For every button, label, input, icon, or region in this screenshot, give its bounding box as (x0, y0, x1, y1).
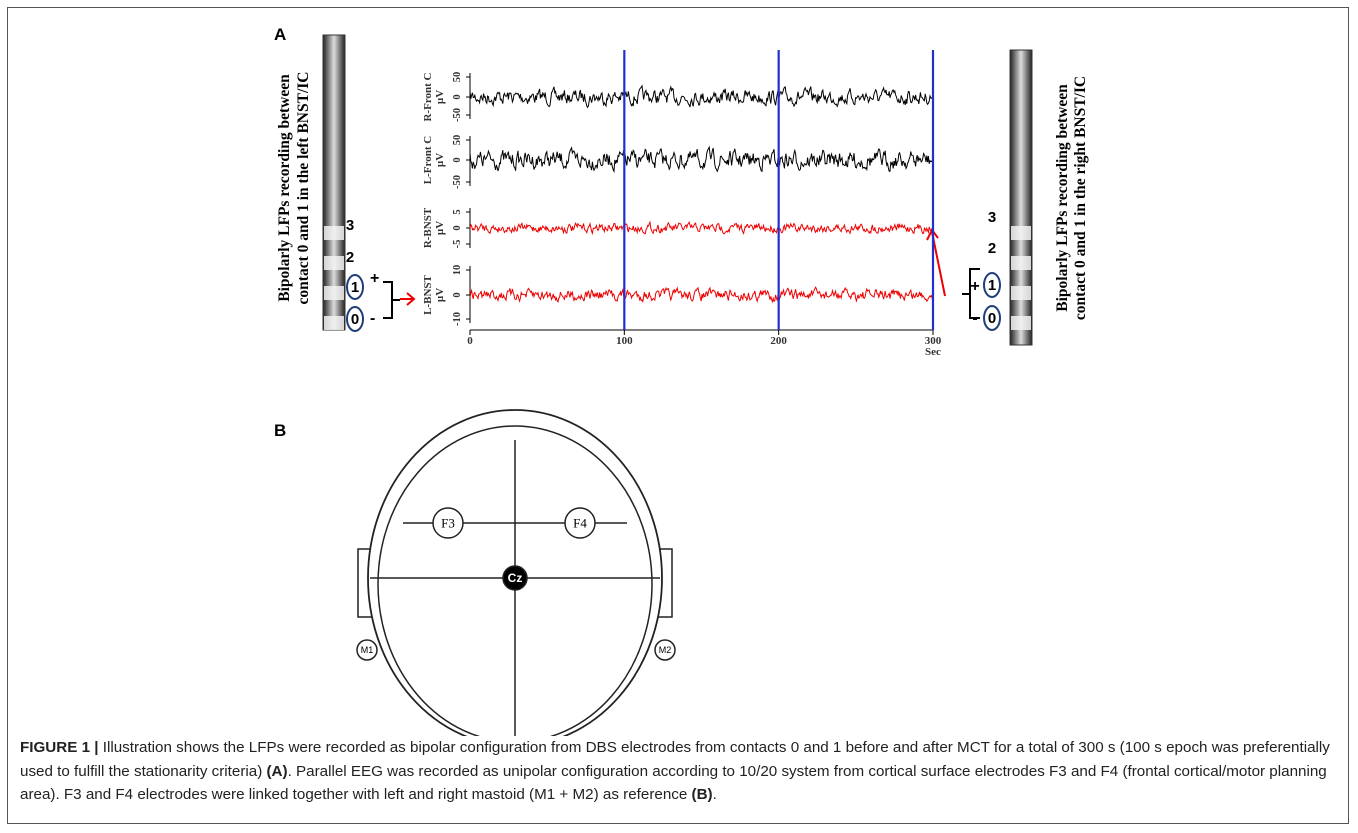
side-text: Bipolarly LFPs recording between (1054, 84, 1071, 312)
electrode-label: M2 (659, 645, 672, 655)
y-tick-label: 10 (452, 265, 463, 276)
bracket (962, 268, 980, 319)
x-tick-label: 200 (770, 335, 787, 347)
signal-trace (469, 286, 933, 304)
channel-unit: µV (434, 153, 446, 167)
y-tick-label: -10 (452, 312, 463, 326)
contact-circle (346, 306, 364, 332)
electrode-contact (324, 226, 344, 240)
caption-ref: (A) (266, 762, 288, 780)
polarity-sign: + (970, 278, 979, 295)
contact-circle (983, 272, 1001, 298)
y-tick-label: 50 (452, 135, 463, 146)
arrow (400, 292, 416, 306)
ear (357, 548, 372, 618)
y-tick-label: 0 (452, 292, 463, 297)
contact-label: 1 (351, 279, 359, 296)
y-tick-label: 0 (452, 225, 463, 230)
x-unit: Sec (925, 346, 941, 358)
contact-label: 3 (346, 217, 354, 234)
electrode (432, 507, 464, 539)
caption-text: . (712, 786, 717, 804)
electrode-lead (322, 34, 346, 331)
electrode-label: F3 (441, 516, 455, 531)
caption-ref: (B) (691, 786, 713, 804)
contact-label: 3 (988, 209, 996, 226)
side-text: Bipolarly LFPs recording between (276, 74, 293, 302)
y-tick-label: -50 (452, 175, 463, 189)
polarity-sign: - (370, 310, 375, 327)
electrode-contact (324, 256, 344, 270)
caption-text: Illustration shows the LFPs were recorde… (20, 739, 1330, 780)
side-text: contact 0 and 1 in the right BNST/IC (1072, 76, 1089, 320)
y-tick-label: -50 (452, 108, 463, 122)
contact-circle (983, 305, 1001, 331)
channel-name: L-Front C (422, 136, 434, 184)
channel-name: R-Front C (422, 72, 434, 121)
electrode-label: Cz (508, 571, 523, 585)
figure-frame (7, 7, 1349, 824)
electrode-contact (324, 286, 344, 300)
x-tick-label: 300 (925, 335, 942, 347)
channel-unit: µV (434, 221, 446, 235)
panel-label: A (274, 25, 286, 44)
caption: FIGURE 1 | Illustration shows the LFPs w… (20, 736, 1340, 807)
side-text: contact 0 and 1 in the left BNST/IC (295, 72, 312, 305)
electrode-lead (1009, 49, 1033, 346)
channel-unit: µV (434, 90, 446, 104)
contact-label: 0 (988, 310, 996, 327)
caption-text: . Parallel EEG was recorded as unipolar … (20, 762, 1327, 804)
electrode-contact (1011, 316, 1031, 330)
head-inner (377, 425, 653, 736)
electrode-label: F4 (573, 516, 587, 531)
contact-label: 2 (346, 249, 354, 266)
electrode (654, 639, 676, 661)
contact-label: 2 (988, 240, 996, 257)
x-tick-label: 100 (616, 335, 633, 347)
y-tick-label: -5 (452, 240, 463, 249)
contact-circle (346, 274, 364, 300)
signal-trace (469, 220, 933, 236)
electrode-contact (1011, 256, 1031, 270)
electrode (564, 507, 596, 539)
y-tick-label: 0 (452, 94, 463, 99)
signal-trace (469, 145, 933, 174)
electrode (356, 639, 378, 661)
electrode-label: M1 (361, 645, 374, 655)
contact-label: 0 (351, 311, 359, 328)
arrow (926, 228, 946, 297)
panel-label: B (274, 421, 286, 440)
contact-label: 1 (988, 277, 996, 294)
caption-label: FIGURE 1 | (20, 739, 99, 756)
bracket (383, 281, 400, 319)
y-tick-label: 0 (452, 157, 463, 162)
electrode (502, 565, 528, 591)
electrode-contact (1011, 286, 1031, 300)
y-tick-label: 5 (452, 209, 463, 214)
polarity-sign: + (370, 270, 379, 287)
signal-trace (469, 84, 933, 109)
y-tick-label: 50 (452, 72, 463, 83)
ear (658, 548, 673, 618)
channel-name: L-BNST (422, 274, 434, 314)
channel-unit: µV (434, 288, 446, 302)
electrode-contact (324, 316, 344, 330)
electrode-contact (1011, 226, 1031, 240)
channel-name: R-BNST (422, 207, 434, 248)
x-tick-label: 0 (467, 335, 473, 347)
